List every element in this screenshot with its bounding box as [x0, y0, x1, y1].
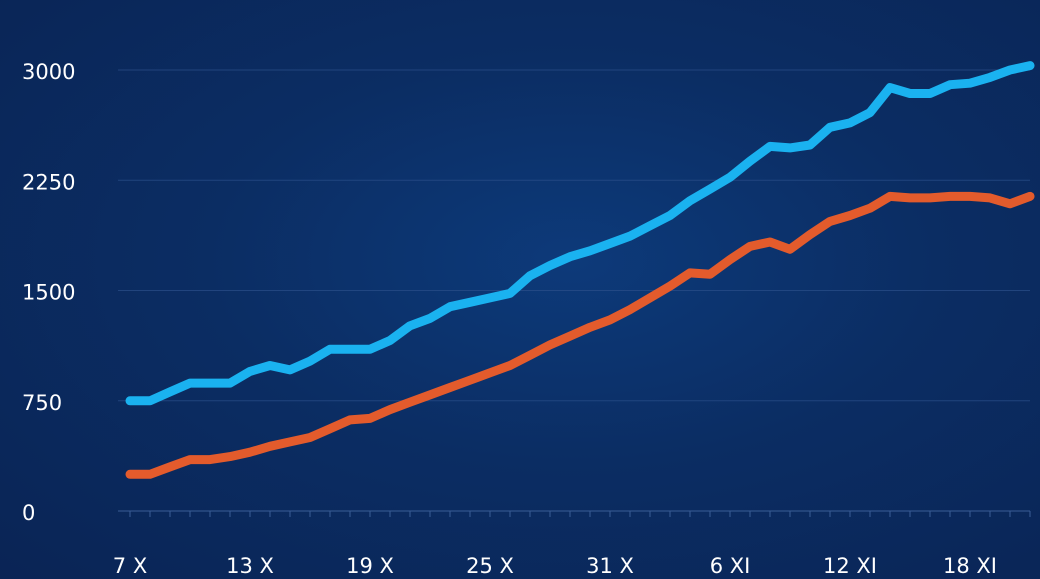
y-tick-label: 0: [22, 501, 35, 525]
x-tick-label: 18 XI: [943, 554, 997, 578]
x-tick-label: 25 X: [466, 554, 514, 578]
gridlines: [118, 69, 1030, 402]
x-tick-label: 13 X: [226, 554, 274, 578]
y-axis-tick-labels: 0 750 1500 2250 3000: [22, 60, 75, 525]
x-tick-label: 19 X: [346, 554, 394, 578]
series-line-blue: [125, 61, 1035, 406]
series-lines: [125, 61, 1035, 479]
y-tick-label: 750: [22, 391, 62, 415]
x-tick-label: 12 XI: [823, 554, 877, 578]
x-tick-label: 7 X: [113, 554, 147, 578]
x-tick-label: 31 X: [586, 554, 634, 578]
y-tick-label: 2250: [22, 170, 75, 194]
x-tick-label: 6 XI: [710, 554, 751, 578]
y-tick-label: 1500: [22, 281, 75, 305]
x-axis-tick-labels: 7 X 13 X 19 X 25 X 31 X 6 XI 12 XI 18 XI: [113, 554, 997, 578]
y-tick-label: 3000: [22, 60, 75, 84]
series-line-orange: [125, 191, 1035, 479]
x-axis: [118, 510, 1031, 517]
